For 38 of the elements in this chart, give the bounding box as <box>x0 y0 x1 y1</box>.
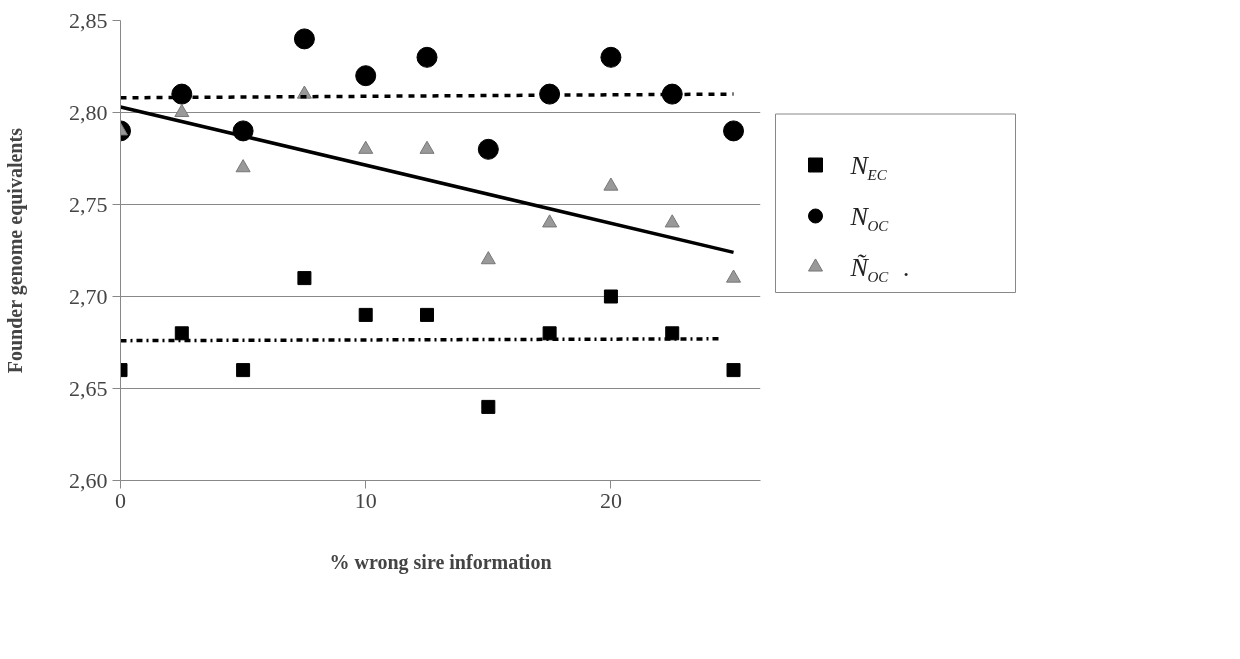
point <box>600 46 622 68</box>
y-tick-label: 2,60 <box>69 467 108 493</box>
point <box>235 159 251 173</box>
y-tick-label: 2,85 <box>69 7 108 33</box>
point <box>542 326 557 341</box>
point <box>603 177 619 191</box>
point <box>293 28 315 50</box>
point <box>419 140 435 154</box>
x-tick-label: 20 <box>599 487 622 513</box>
point <box>723 120 745 142</box>
point <box>726 269 742 283</box>
point <box>420 307 435 322</box>
point <box>477 138 499 160</box>
y-tick-label: 2,70 <box>69 283 108 309</box>
point <box>236 363 251 378</box>
point <box>171 83 193 105</box>
point <box>661 83 683 105</box>
point <box>726 363 741 378</box>
point <box>358 140 374 154</box>
point <box>174 103 190 118</box>
point <box>174 326 189 341</box>
point <box>297 271 312 286</box>
x-axis-title: % wrong sire information <box>329 550 552 574</box>
y-tick-label: 2,65 <box>69 375 108 401</box>
point <box>664 214 680 228</box>
point <box>542 214 558 228</box>
point <box>481 399 496 414</box>
point <box>355 65 377 87</box>
x-tick-label: 10 <box>354 487 377 513</box>
y-axis-title: Founder genome equivalents <box>4 127 27 374</box>
point <box>603 289 618 304</box>
x-tick-label: 0 <box>115 487 126 513</box>
point <box>416 46 438 68</box>
point <box>358 307 373 322</box>
point <box>665 326 680 341</box>
point <box>480 251 496 265</box>
y-tick-label: 2,75 <box>69 191 108 217</box>
y-tick-label: 2,80 <box>69 99 108 125</box>
